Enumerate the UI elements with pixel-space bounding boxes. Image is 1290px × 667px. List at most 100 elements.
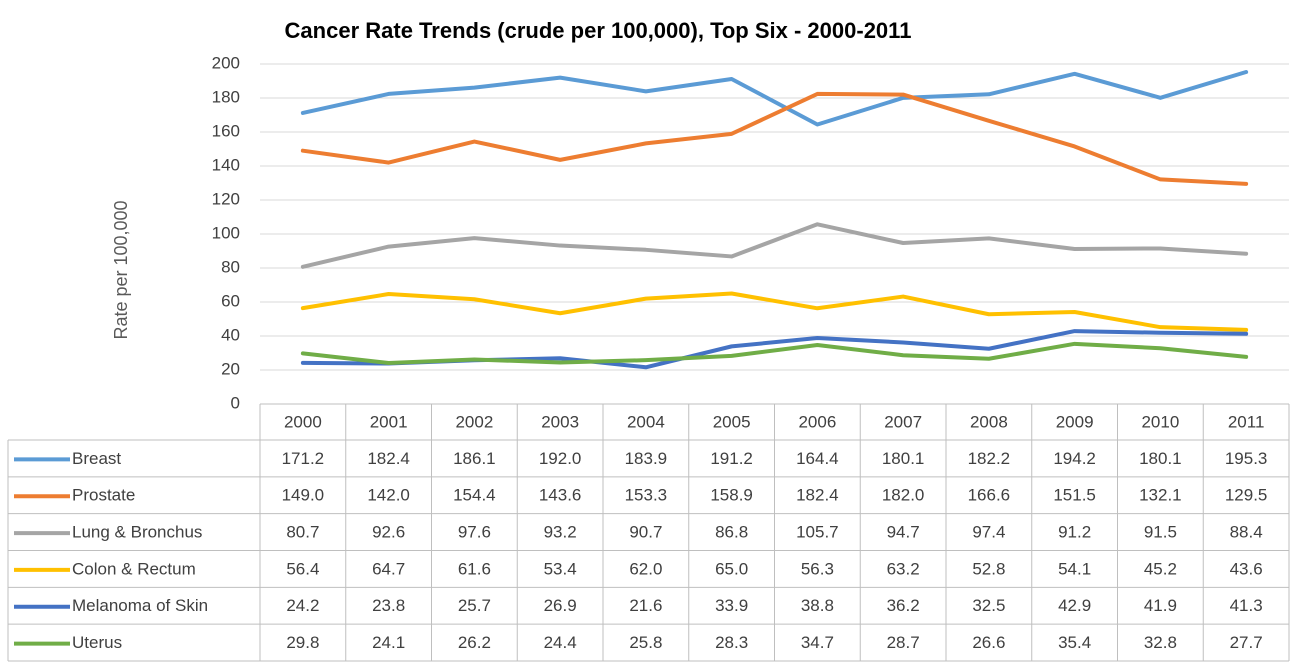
table-cell: 164.4 [796,449,839,468]
x-tick-label: 2000 [284,412,322,431]
x-tick-label: 2007 [884,412,922,431]
table-cell: 153.3 [625,486,668,505]
x-tick-label: 2002 [455,412,493,431]
table-cell: 93.2 [544,523,577,542]
table-cell: 149.0 [282,486,325,505]
table-cell: 80.7 [286,523,319,542]
y-axis-title: Rate per 100,000 [111,200,131,339]
table-cell: 151.5 [1053,486,1096,505]
table-cell: 43.6 [1230,559,1263,578]
table-cell: 28.7 [887,633,920,652]
x-tick-label: 2005 [713,412,751,431]
table-cell: 38.8 [801,596,834,615]
x-tick-label: 2003 [541,412,579,431]
table-cell: 183.9 [625,449,668,468]
table-cell: 65.0 [715,559,748,578]
table-cell: 180.1 [1139,449,1182,468]
table-cell: 34.7 [801,633,834,652]
x-tick-label: 2006 [798,412,836,431]
legend-label: Melanoma of Skin [72,596,208,615]
table-cell: 105.7 [796,523,839,542]
x-tick-label: 2011 [1228,412,1265,431]
table-cell: 41.3 [1230,596,1263,615]
y-tick-label: 140 [212,155,240,174]
table-cell: 26.6 [972,633,1005,652]
table-cell: 88.4 [1230,523,1263,542]
table-cell: 143.6 [539,486,582,505]
table-cell: 129.5 [1225,486,1268,505]
table-cell: 158.9 [710,486,753,505]
table-cell: 63.2 [887,559,920,578]
table-cell: 142.0 [367,486,410,505]
table-cell: 52.8 [972,559,1005,578]
table-cell: 26.2 [458,633,491,652]
table-cell: 26.9 [544,596,577,615]
table-cell: 182.2 [968,449,1011,468]
table-cell: 32.8 [1144,633,1177,652]
table-cell: 61.6 [458,559,491,578]
table-cell: 27.7 [1230,633,1263,652]
x-tick-label: 2008 [970,412,1008,431]
table-cell: 41.9 [1144,596,1177,615]
table-cell: 25.8 [629,633,662,652]
table-cell: 154.4 [453,486,496,505]
table-cell: 182.0 [882,486,925,505]
series-line [300,222,1249,269]
table-cell: 86.8 [715,523,748,542]
y-tick-label: 180 [212,87,240,106]
chart-title: Cancer Rate Trends (crude per 100,000), … [285,18,912,43]
table-cell: 91.2 [1058,523,1091,542]
y-tick-label: 20 [221,359,240,378]
table-cell: 56.3 [801,559,834,578]
table-cell: 28.3 [715,633,748,652]
legend-label: Breast [72,449,121,468]
x-tick-label: 2010 [1141,412,1179,431]
table-cell: 97.6 [458,523,491,542]
legend-label: Colon & Rectum [72,559,196,578]
series-line [300,91,1249,186]
table-cell: 171.2 [282,449,325,468]
table-cell: 132.1 [1139,486,1182,505]
table-cell: 64.7 [372,559,405,578]
table-cell: 42.9 [1058,596,1091,615]
table-cell: 53.4 [544,559,577,578]
legend-label: Prostate [72,486,135,505]
y-tick-label: 200 [212,53,240,72]
y-tick-label: 40 [221,325,240,344]
table-cell: 29.8 [286,633,319,652]
table-cell: 166.6 [968,486,1011,505]
table-cell: 23.8 [372,596,405,615]
y-tick-label: 120 [212,189,240,208]
table-cell: 194.2 [1053,449,1096,468]
table-cell: 192.0 [539,449,582,468]
table-cell: 97.4 [972,523,1005,542]
table-cell: 24.2 [286,596,319,615]
y-tick-label: 100 [212,223,240,242]
y-tick-label: 60 [221,291,240,310]
table-cell: 94.7 [887,523,920,542]
table-cell: 32.5 [972,596,1005,615]
y-tick-label: 0 [231,393,240,412]
table-cell: 182.4 [367,449,410,468]
table-cell: 90.7 [629,523,662,542]
legend-label: Lung & Bronchus [72,523,202,542]
table-cell: 92.6 [372,523,405,542]
table-cell: 191.2 [710,449,753,468]
table-cell: 195.3 [1225,449,1268,468]
x-tick-label: 2001 [370,412,408,431]
x-tick-label: 2009 [1056,412,1094,431]
series-line [300,291,1249,332]
table-cell: 45.2 [1144,559,1177,578]
table-cell: 21.6 [629,596,662,615]
table-cell: 62.0 [629,559,662,578]
table-cell: 24.4 [544,633,577,652]
table-cell: 186.1 [453,449,496,468]
table-cell: 36.2 [887,596,920,615]
y-tick-label: 160 [212,121,240,140]
table-cell: 54.1 [1058,559,1091,578]
table-cell: 24.1 [372,633,405,652]
x-tick-label: 2004 [627,412,665,431]
table-cell: 91.5 [1144,523,1177,542]
legend-label: Uterus [72,633,122,652]
series-line [300,69,1249,127]
